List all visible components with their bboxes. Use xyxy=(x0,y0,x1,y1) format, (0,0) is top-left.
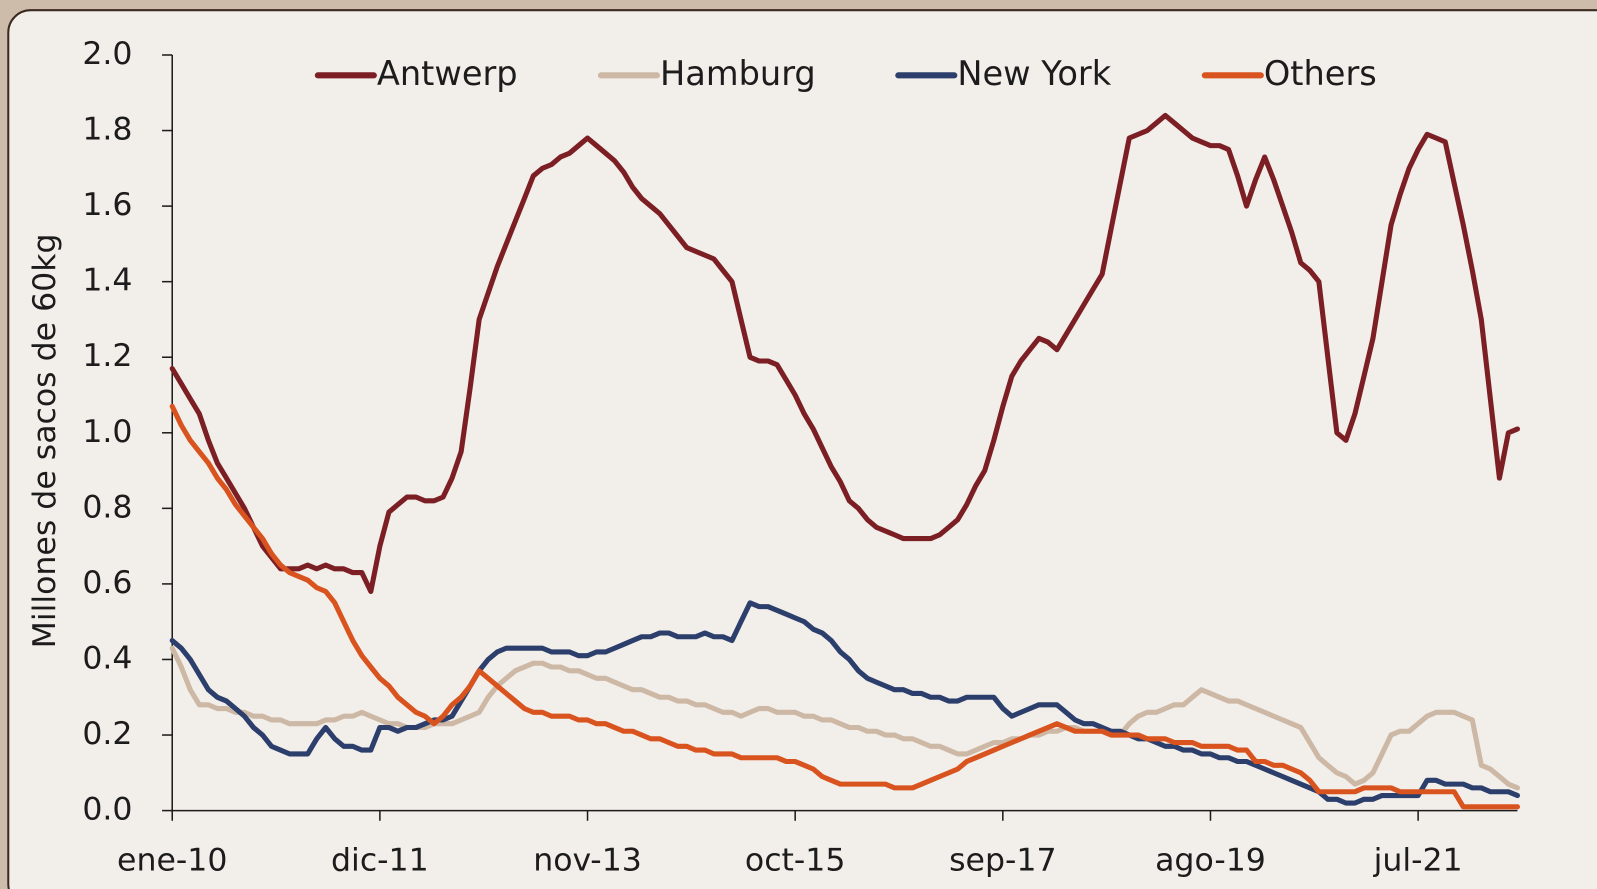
legend-label: Antwerp xyxy=(377,54,518,93)
series-line xyxy=(169,645,1520,791)
x-tick-label: sep-17 xyxy=(949,843,1056,879)
series-line xyxy=(169,403,1520,810)
x-tick-label: ene-10 xyxy=(117,843,227,879)
x-tick-label: dic-11 xyxy=(331,843,429,879)
y-tick-label: 0.0 xyxy=(82,792,132,828)
x-tick-label: ago-19 xyxy=(1155,843,1266,879)
chart-panel xyxy=(7,9,1597,889)
legend-label: Others xyxy=(1264,54,1377,93)
x-tick-label: oct-15 xyxy=(745,843,846,879)
legend-label: New York xyxy=(957,54,1111,93)
x-tick-label: jul-21 xyxy=(1373,843,1463,879)
y-tick-label: 0.4 xyxy=(82,640,132,676)
y-tick-label: 0.6 xyxy=(82,565,132,601)
y-tick-label: 2.0 xyxy=(82,36,132,72)
y-axis-label: Millones de sacos de 60kg xyxy=(27,233,63,648)
y-tick-label: 0.2 xyxy=(82,716,132,752)
y-tick-label: 1.0 xyxy=(82,414,132,450)
y-tick-label: 1.4 xyxy=(82,263,132,299)
x-tick-label: nov-13 xyxy=(533,843,642,879)
y-tick-label: 1.2 xyxy=(82,338,132,374)
y-tick-label: 1.6 xyxy=(82,187,132,223)
series-line xyxy=(169,112,1520,594)
legend-label: Hamburg xyxy=(660,54,816,93)
y-tick-label: 0.8 xyxy=(82,489,132,525)
series-line xyxy=(169,600,1520,806)
y-tick-label: 1.8 xyxy=(82,112,132,148)
